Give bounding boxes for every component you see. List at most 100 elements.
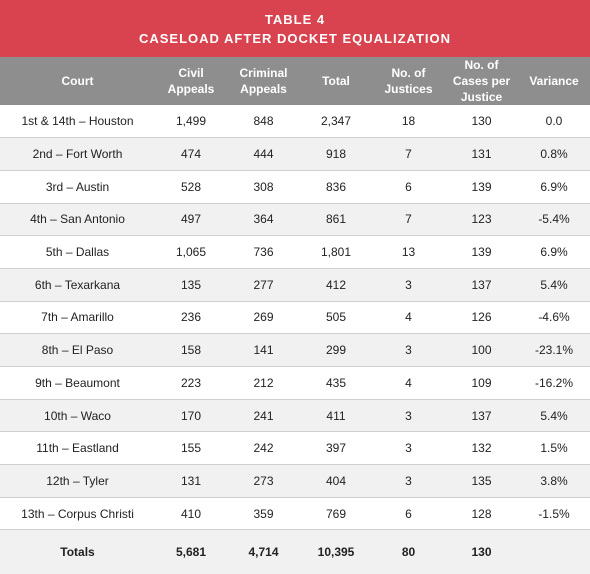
cell: -5.4% <box>518 203 590 237</box>
row: 8th – El Paso 158 141 299 3 100 -23.1% <box>0 333 590 367</box>
totals-row: Totals 5,681 4,714 10,395 80 130 <box>0 529 590 574</box>
cell: 269 <box>227 301 300 335</box>
cell: 404 <box>300 464 372 498</box>
cell: 4 <box>372 366 445 400</box>
cell: 137 <box>445 268 518 302</box>
cell: 109 <box>445 366 518 400</box>
cell: 10th – Waco <box>0 399 155 433</box>
cell: 137 <box>445 399 518 433</box>
cell: 7 <box>372 137 445 171</box>
cell: 130 <box>445 105 518 139</box>
cell: 3 <box>372 431 445 466</box>
row: 10th – Waco 170 241 411 3 137 5.4% <box>0 399 590 433</box>
row: 1st & 14th – Houston 1,499 848 2,347 18 130 0.… <box>0 105 590 139</box>
table-body: 1st & 14th – Houston 1,499 848 2,347 18 130 0.… <box>0 105 590 574</box>
cell: 6.9% <box>518 170 590 204</box>
cell: 1,065 <box>155 235 227 269</box>
cell: 397 <box>300 431 372 466</box>
cell: 2nd – Fort Worth <box>0 137 155 171</box>
cell: 6.9% <box>518 235 590 269</box>
title: TABLE 4 <box>264 12 326 27</box>
cell: 11th – Eastland <box>0 431 155 466</box>
cell: 435 <box>300 366 372 400</box>
cell: 308 <box>227 170 300 204</box>
header-cell: Criminal Appeals <box>227 57 300 105</box>
cell: 5.4% <box>518 399 590 433</box>
header-cell: Variance <box>518 57 590 105</box>
cell: 0.8% <box>518 137 590 171</box>
header-cell: No. of Cases per Justice <box>445 57 518 105</box>
cell: 918 <box>300 137 372 171</box>
cell: 848 <box>227 105 300 139</box>
row: 12th – Tyler 131 273 404 3 135 3.8% <box>0 464 590 498</box>
cell: 411 <box>300 399 372 433</box>
cell: 139 <box>445 170 518 204</box>
header-cell: Court <box>0 57 155 105</box>
row: 2nd – Fort Worth 474 444 918 7 131 0.8% <box>0 137 590 171</box>
row: 5th – Dallas 1,065 736 1,801 13 139 6.9% <box>0 235 590 269</box>
title-band: TABLE 4 CASELOAD AFTER DOCKET EQUALIZATI… <box>0 0 590 57</box>
cell: 6 <box>372 170 445 204</box>
totals-cell: 4,714 <box>227 529 300 574</box>
row: 4th – San Antonio 497 364 861 7 123 -5.4% <box>0 203 590 237</box>
cell: 8th – El Paso <box>0 333 155 367</box>
cell: 126 <box>445 301 518 335</box>
row: 7th – Amarillo 236 269 505 4 126 -4.6% <box>0 301 590 335</box>
cell: 241 <box>227 399 300 433</box>
cell: -4.6% <box>518 301 590 335</box>
cell: 123 <box>445 203 518 237</box>
cell: -16.2% <box>518 366 590 400</box>
cell: 1st & 14th – Houston <box>0 105 155 139</box>
cell: 139 <box>445 235 518 269</box>
cell: 736 <box>227 235 300 269</box>
subtitle: CASELOAD AFTER DOCKET EQUALIZATION <box>138 31 452 46</box>
cell: 836 <box>300 170 372 204</box>
cell: 155 <box>155 431 227 466</box>
row: 3rd – Austin 528 308 836 6 139 6.9% <box>0 170 590 204</box>
cell: 6 <box>372 497 445 531</box>
cell: 7 <box>372 203 445 237</box>
row: 6th – Texarkana 135 277 412 3 137 5.4% <box>0 268 590 302</box>
cell: 4th – San Antonio <box>0 203 155 237</box>
cell: 12th – Tyler <box>0 464 155 498</box>
cell: 505 <box>300 301 372 335</box>
cell: -1.5% <box>518 497 590 531</box>
totals-cell: 10,395 <box>300 529 372 574</box>
cell: 412 <box>300 268 372 302</box>
cell: 1,801 <box>300 235 372 269</box>
cell: 359 <box>227 497 300 531</box>
cell: 299 <box>300 333 372 367</box>
cell: 1.5% <box>518 431 590 466</box>
cell: 131 <box>445 137 518 171</box>
cell: 2,347 <box>300 105 372 139</box>
cell: 131 <box>155 464 227 498</box>
cell: 135 <box>445 464 518 498</box>
cell: 5th – Dallas <box>0 235 155 269</box>
cell: 497 <box>155 203 227 237</box>
cell: 4 <box>372 301 445 335</box>
cell: 3 <box>372 399 445 433</box>
cell: 444 <box>227 137 300 171</box>
cell: 364 <box>227 203 300 237</box>
cell: 132 <box>445 431 518 466</box>
cell: 13 <box>372 235 445 269</box>
cell: 13th – Corpus Christi <box>0 497 155 531</box>
cell: 3.8% <box>518 464 590 498</box>
totals-cell: 130 <box>445 529 518 574</box>
row: 11th – Eastland 155 242 397 3 132 1.5% <box>0 431 590 466</box>
cell: 861 <box>300 203 372 237</box>
cell: 5.4% <box>518 268 590 302</box>
cell: 7th – Amarillo <box>0 301 155 335</box>
cell: 128 <box>445 497 518 531</box>
cell: -23.1% <box>518 333 590 367</box>
cell: 277 <box>227 268 300 302</box>
cell: 236 <box>155 301 227 335</box>
cell: 100 <box>445 333 518 367</box>
cell: 474 <box>155 137 227 171</box>
totals-cell: 80 <box>372 529 445 574</box>
row: 13th – Corpus Christi 410 359 769 6 128 -1.5% <box>0 497 590 531</box>
row: 9th – Beaumont 223 212 435 4 109 -16.2% <box>0 366 590 400</box>
caseload-table: Court Civil Appeals Criminal Appeals Total N… <box>0 57 590 574</box>
cell: 242 <box>227 431 300 466</box>
